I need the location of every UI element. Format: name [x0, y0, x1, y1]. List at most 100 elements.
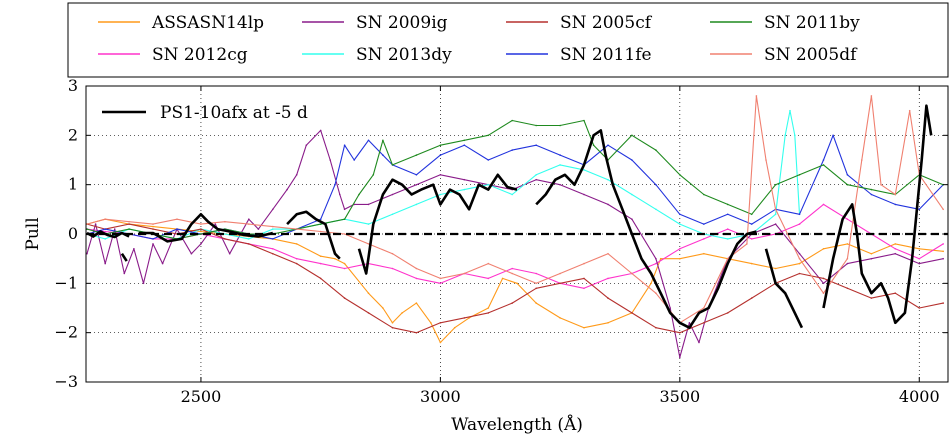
data-point [880, 183, 882, 186]
data-point [319, 262, 322, 265]
data-point [535, 287, 537, 290]
highlight-segment [535, 129, 757, 330]
data-point [248, 238, 250, 240]
data-point [750, 238, 753, 240]
legend: ASSASN14lp SN 2012cg SN 2009ig SN 2013dy SN … [67, 2, 949, 78]
x-tick-label: 2500 [181, 387, 222, 406]
highlight-segment [86, 230, 130, 239]
data-point [942, 257, 944, 260]
data-point [487, 183, 490, 186]
data-point [353, 159, 356, 161]
data-point [535, 178, 537, 181]
data-point [822, 203, 825, 206]
data-point [870, 95, 873, 97]
data-point [248, 223, 250, 225]
data-point [358, 193, 360, 196]
data-point [104, 262, 106, 265]
data-point [703, 307, 705, 309]
series-4 [86, 223, 944, 334]
data-point [248, 218, 250, 220]
data-point [501, 277, 504, 280]
data-point [535, 282, 537, 285]
data-point [535, 174, 537, 176]
data-point [152, 228, 154, 230]
data-point [200, 228, 202, 230]
data-point [487, 307, 490, 309]
data-point [798, 174, 801, 176]
data-point [918, 257, 921, 260]
data-point [224, 238, 226, 240]
data-point [846, 243, 849, 245]
data-point [463, 317, 466, 319]
highlight-segment [120, 252, 128, 262]
data-point [295, 262, 298, 265]
data-point [655, 183, 657, 186]
y-axis-label: Pull [23, 217, 43, 250]
data-point [367, 223, 370, 225]
data-point [774, 208, 777, 211]
legend-label: ASSASN14lp [151, 13, 264, 33]
data-point [343, 144, 346, 146]
data-point [272, 208, 274, 211]
data-point [655, 292, 657, 295]
data-point [798, 252, 801, 255]
data-point [272, 225, 274, 228]
data-point [113, 228, 116, 230]
data-point [583, 119, 585, 122]
data-point [334, 183, 336, 186]
data-point [152, 225, 154, 228]
data-point [607, 297, 609, 299]
data-point [846, 218, 849, 220]
data-point [894, 248, 897, 250]
data-point [669, 307, 671, 309]
y-tick-label: 1 [68, 175, 78, 194]
data-point [583, 326, 585, 329]
data-point [774, 267, 777, 270]
data-point [894, 193, 897, 196]
data-point [679, 213, 681, 216]
data-point [128, 220, 130, 223]
y-tick-label: 3 [68, 76, 78, 95]
data-point [559, 282, 561, 285]
data-point [128, 228, 130, 230]
y-tick-label: 0 [68, 224, 78, 243]
data-point [650, 282, 652, 285]
x-tick-label: 3000 [420, 387, 461, 406]
inner-legend-label: PS1-10afx at -5 d [160, 103, 308, 123]
data-point [334, 257, 336, 260]
data-point [688, 322, 691, 324]
data-point [104, 230, 106, 233]
data-point [679, 331, 681, 334]
data-point [511, 272, 513, 275]
data-point [774, 183, 777, 186]
data-point [607, 277, 609, 280]
data-point [487, 262, 490, 265]
data-point [439, 282, 442, 285]
data-point [343, 208, 346, 211]
data-point [367, 139, 370, 142]
data-point [200, 243, 202, 245]
data-point [295, 243, 298, 245]
data-point [516, 282, 518, 285]
data-point [142, 282, 145, 285]
data-point [870, 257, 873, 260]
data-point [659, 257, 662, 260]
data-point [453, 326, 456, 329]
data-point [391, 252, 394, 255]
data-point [784, 134, 786, 137]
data-point [319, 277, 322, 280]
data-point [319, 255, 322, 257]
data-point [559, 164, 561, 166]
data-point [200, 233, 202, 235]
data-point [894, 252, 897, 255]
data-point [415, 331, 418, 334]
data-point [631, 218, 633, 220]
data-point [272, 238, 274, 240]
data-point [846, 262, 849, 265]
data-point [750, 297, 753, 299]
data-point [382, 307, 384, 309]
data-point [908, 109, 911, 112]
data-point [679, 356, 681, 359]
data-point [798, 257, 801, 260]
data-point [679, 223, 681, 225]
